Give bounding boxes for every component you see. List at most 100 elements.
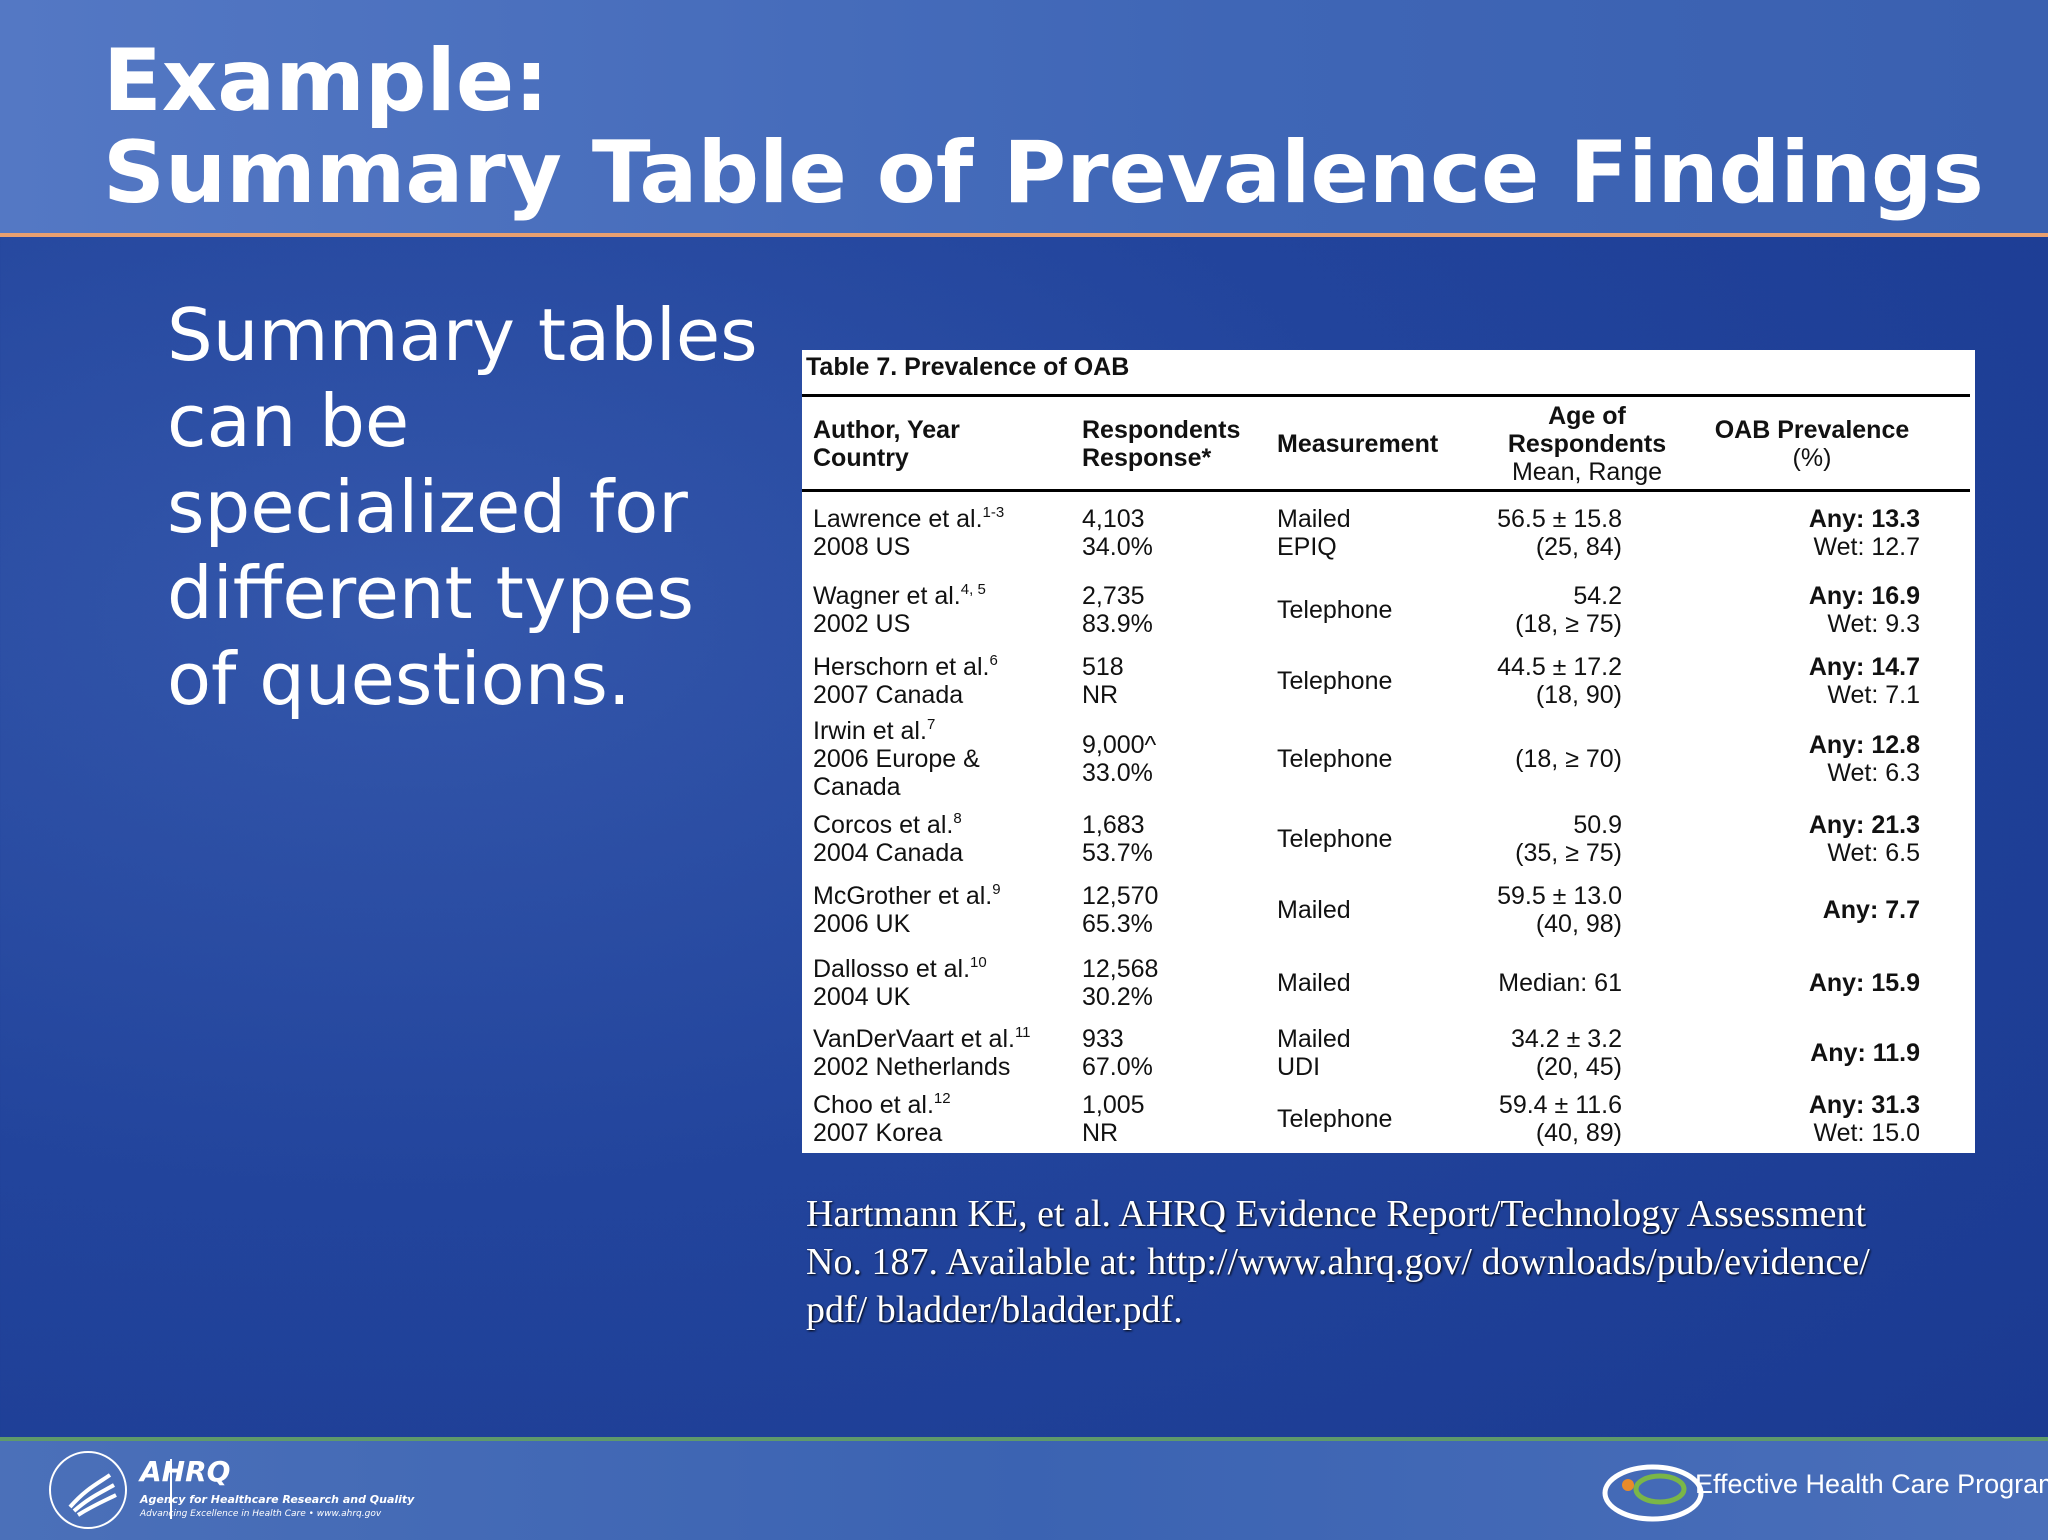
age-text: (18, ≥ 70)	[1442, 745, 1622, 773]
header-text: Mean, Range	[1511, 458, 1663, 486]
author: Dallosso et al.	[813, 955, 971, 983]
respondents-text: 12,568	[1082, 955, 1262, 983]
body-line: of questions.	[167, 637, 631, 721]
age-text: (35, ≥ 75)	[1442, 839, 1622, 867]
prevalence-text: Any: 7.7	[1702, 896, 1920, 924]
respondents-text: 1,005	[1082, 1091, 1262, 1119]
header-text: OAB Prevalence	[1714, 416, 1910, 444]
ahrq-logo: AHRQ	[140, 1455, 231, 1488]
age-text: (18, 90)	[1442, 681, 1622, 709]
respondents-text: 33.0%	[1082, 759, 1262, 787]
prevalence-text: Wet: 12.7	[1702, 533, 1920, 561]
prevalence: Wet: 7.1	[1827, 680, 1920, 709]
respondents-text: 67.0%	[1082, 1053, 1262, 1081]
author: 2007 Korea	[813, 1118, 943, 1147]
measurement: Mailed	[1277, 896, 1351, 924]
age-cell: 56.5 ± 15.8 (25, 84)	[1442, 492, 1622, 573]
respondents: 34.0%	[1082, 532, 1153, 561]
respondents-text: 2,735	[1082, 582, 1262, 610]
age-text: 59.4 ± 11.6	[1442, 1091, 1622, 1119]
measurement: Telephone	[1277, 666, 1393, 695]
author-text: Dallosso et al.10	[813, 955, 1073, 983]
respondents-text: 518	[1082, 653, 1262, 681]
citation-line: Hartmann KE, et al. AHRQ Evidence Report…	[806, 1193, 1867, 1235]
measurement-text: Mailed	[1277, 969, 1452, 997]
age: 59.4 ± 11.6	[1498, 1090, 1622, 1119]
measurement-cell: Mailed EPIQ	[1277, 492, 1452, 573]
header-text: Respondents	[1082, 416, 1241, 444]
age-text: 56.5 ± 15.8	[1442, 505, 1622, 533]
prevalence-text: Any: 16.9	[1702, 582, 1920, 610]
body-line: can be	[167, 379, 410, 463]
respondents-text: 4,103	[1082, 505, 1262, 533]
respondents-text: 1,683	[1082, 811, 1262, 839]
header-cell: Author, Year Country	[813, 399, 1073, 489]
age: (18, ≥ 75)	[1515, 610, 1622, 638]
header-text: (%)	[1792, 444, 1832, 472]
age: (40, 89)	[1535, 1118, 1622, 1147]
age-cell: 54.2 (18, ≥ 75)	[1442, 573, 1622, 647]
prevalence-text: Any: 15.9	[1702, 969, 1920, 997]
respondents-text: NR	[1082, 681, 1262, 709]
age-cell: 50.9 (35, ≥ 75)	[1442, 804, 1622, 873]
footer: AHRQ Agency for Healthcare Research and …	[0, 1437, 2048, 1540]
ehc-logo	[1602, 1464, 1704, 1522]
measurement: Telephone	[1277, 596, 1393, 624]
prevalence-cell: Any: 12.8 Wet: 6.3	[1702, 714, 1920, 804]
author: Canada	[813, 773, 901, 801]
measurement-cell: Telephone	[1277, 573, 1452, 647]
respondents-cell: 518 NR	[1082, 647, 1262, 714]
reference: 6	[989, 651, 998, 669]
prevalence-cell: Any: 15.9	[1702, 947, 1920, 1019]
title: Example:	[103, 31, 549, 131]
measurement-text: UDI	[1277, 1053, 1452, 1081]
respondents: 518	[1082, 652, 1124, 681]
author-text: Lawrence et al.1-3	[813, 505, 1073, 533]
respondents-text: 83.9%	[1082, 610, 1262, 638]
age-text: 44.5 ± 17.2	[1442, 653, 1622, 681]
respondents-cell: 12,570 65.3%	[1082, 873, 1262, 947]
author-cell: Irwin et al.7 2006 Europe & Canada	[813, 714, 1073, 804]
age: (18, ≥ 70)	[1515, 745, 1622, 773]
divider	[170, 1459, 172, 1519]
prevalence-cell: Any: 7.7	[1702, 873, 1920, 947]
age: 50.9	[1573, 810, 1622, 839]
author-cell: Dallosso et al.10 2004 UK	[813, 947, 1073, 1019]
author: Choo et al.	[813, 1090, 934, 1119]
reference: 11	[1014, 1023, 1031, 1041]
respondents: 933	[1082, 1024, 1124, 1053]
header-text: Measurement	[1277, 430, 1439, 458]
respondents: 9,000^	[1082, 731, 1157, 759]
header-row: Author, Year Country Respondents Response* M…	[802, 399, 1975, 489]
respondents: 83.9%	[1082, 610, 1153, 638]
respondents: 1,683	[1082, 810, 1145, 839]
author: Herschorn et al.	[813, 652, 990, 681]
header-text: Country	[813, 444, 909, 472]
author: 2006 UK	[813, 910, 911, 938]
age-text: 54.2	[1442, 582, 1622, 610]
rule	[802, 394, 1970, 397]
author-cell: McGrother et al.9 2006 UK	[813, 873, 1073, 947]
reference: 4, 5	[960, 581, 986, 598]
respondents-text: 53.7%	[1082, 839, 1262, 867]
prevalence: Any: 13.3	[1808, 504, 1920, 533]
author-text: Irwin et al.7	[813, 717, 1073, 745]
age: (20, 45)	[1535, 1052, 1622, 1081]
respondents: 65.3%	[1082, 910, 1153, 938]
table-row: Herschorn et al.6 2007 Canada 518 NR Telepho…	[802, 647, 1975, 714]
prevalence-cell: Any: 21.3 Wet: 6.5	[1702, 804, 1920, 873]
prevalence: Any: 21.3	[1808, 810, 1920, 839]
header-text: Respondents	[1507, 430, 1667, 458]
measurement-text: Telephone	[1277, 596, 1452, 624]
age-cell: 59.4 ± 11.6 (40, 89)	[1442, 1086, 1622, 1151]
age: (40, 98)	[1535, 910, 1622, 938]
author: Lawrence et al.	[813, 504, 983, 533]
respondents-text: 12,570	[1082, 882, 1262, 910]
table-row: Dallosso et al.10 2004 UK 12,568 30.2% Maile…	[802, 947, 1975, 1019]
author-text: 2007 Korea	[813, 1119, 1073, 1147]
age-text: (25, 84)	[1442, 533, 1622, 561]
prevalence: Wet: 6.3	[1827, 759, 1920, 787]
prevalence-text: Wet: 9.3	[1702, 610, 1920, 638]
prevalence-text: Any: 11.9	[1702, 1039, 1920, 1067]
respondents: 2,735	[1082, 582, 1145, 610]
